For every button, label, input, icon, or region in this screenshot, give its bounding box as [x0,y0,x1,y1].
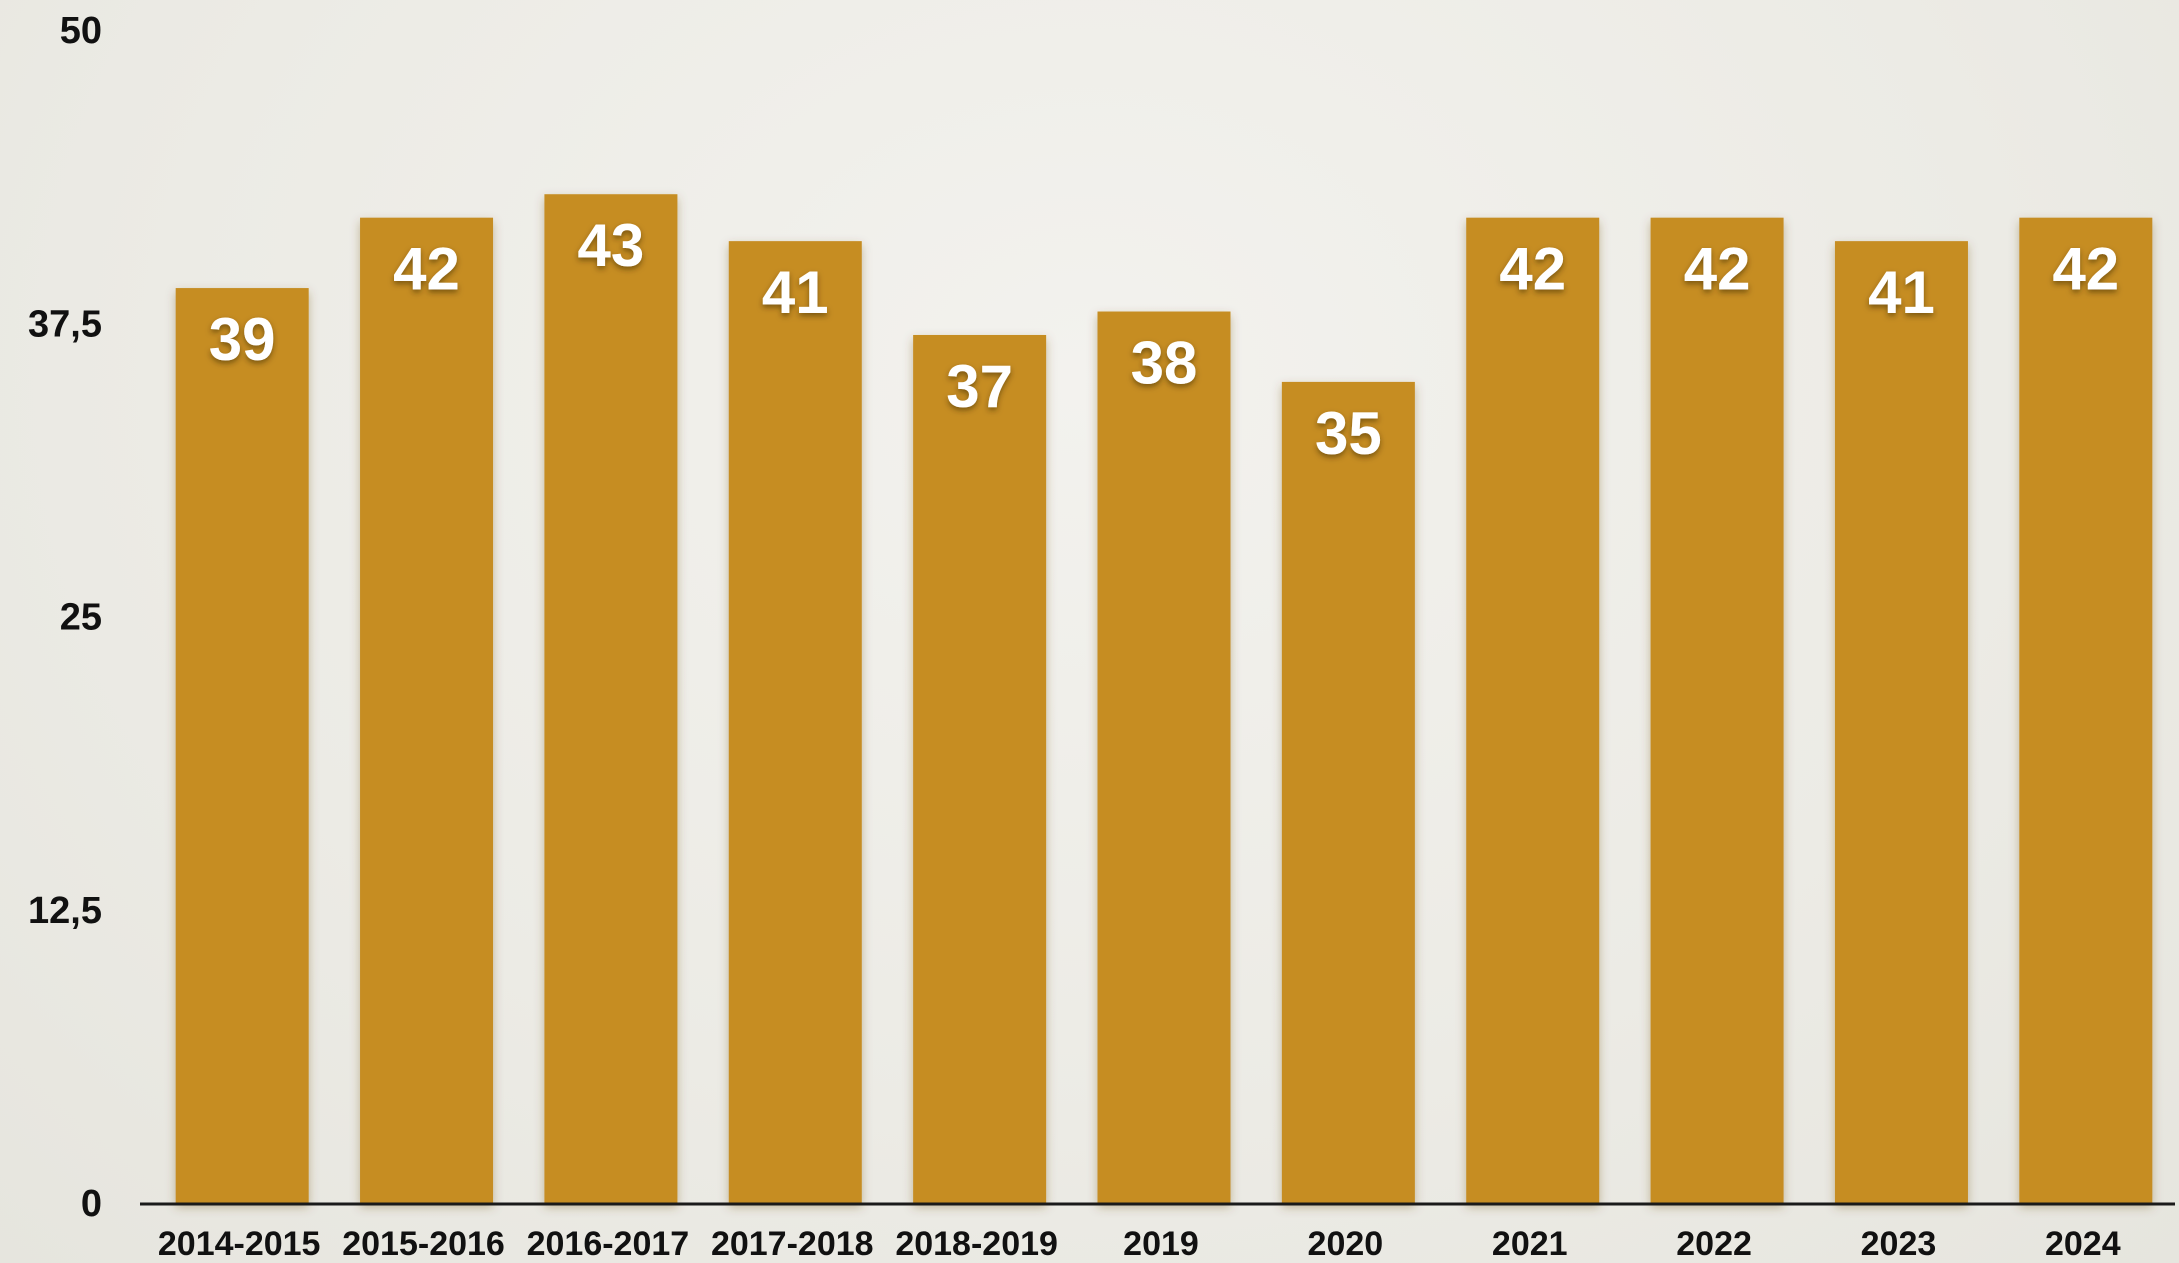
bar-value-label: 42 [393,236,460,303]
x-axis: 2014-2015 2015-2016 2016-2017 2017-2018 2018… [158,1225,2121,1263]
bar [360,217,494,1203]
bar-value-label: 41 [762,259,829,326]
bar-value-label: 42 [1684,236,1751,303]
x-tick-label: 2020 [1308,1225,1384,1263]
x-tick-label: 2014-2015 [158,1225,321,1263]
y-tick-label: 12,5 [28,890,102,932]
x-tick-label: 2016-2017 [527,1225,690,1263]
x-tick-label: 2023 [1861,1225,1937,1263]
x-tick-label: 2018-2019 [895,1225,1058,1263]
x-tick-label: 2019 [1123,1225,1199,1263]
x-tick-label: 2021 [1492,1225,1568,1263]
bar-value-label: 43 [578,212,645,279]
bar [728,241,862,1203]
value-labels: 39 42 43 41 37 38 35 42 42 41 42 [209,212,2119,467]
bar [1097,311,1231,1203]
y-tick-label: 50 [60,10,102,52]
y-tick-label: 25 [60,597,102,639]
bar [175,288,309,1203]
x-tick-label: 2024 [2045,1225,2121,1263]
bar-value-label: 38 [1131,330,1198,397]
bar [1281,381,1415,1203]
bar [2019,217,2153,1203]
x-tick-label: 2015-2016 [342,1225,505,1263]
bar [1466,217,1600,1203]
y-tick-label: 37,5 [28,303,102,345]
bar [544,194,678,1204]
bar-value-label: 37 [946,353,1013,420]
bar-value-label: 42 [1499,236,1566,303]
y-tick-label: 0 [81,1183,102,1225]
bar-value-label: 41 [1868,259,1935,326]
bar [1834,241,1968,1203]
bar-value-label: 39 [209,306,276,373]
bar-value-label: 42 [2052,236,2119,303]
x-tick-label: 2022 [1676,1225,1752,1263]
y-axis: 0 12,5 25 37,5 50 [28,10,102,1225]
bar [1650,217,1784,1203]
bar-value-label: 35 [1315,400,1382,467]
bar [913,334,1047,1204]
x-tick-label: 2017-2018 [711,1225,874,1263]
bar-series [175,194,2153,1204]
